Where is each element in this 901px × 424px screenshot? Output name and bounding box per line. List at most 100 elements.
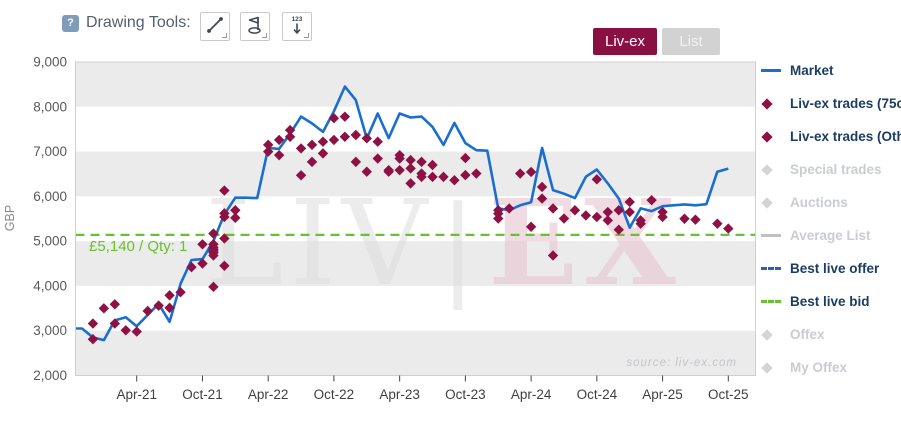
trade-point[interactable] — [317, 148, 329, 159]
trade-point[interactable] — [284, 131, 296, 142]
trade-point[interactable] — [284, 124, 296, 136]
trade-point[interactable] — [525, 221, 537, 233]
trade-point[interactable] — [164, 290, 175, 301]
trade-point[interactable] — [306, 139, 318, 151]
trade-point[interactable] — [361, 166, 372, 177]
flag-tool-button[interactable] — [240, 12, 270, 41]
trade-point[interactable] — [449, 175, 460, 186]
trade-point[interactable] — [219, 233, 230, 244]
trade-point[interactable] — [175, 286, 186, 298]
trade-point[interactable] — [405, 154, 416, 166]
trade-point[interactable] — [87, 318, 99, 329]
trade-point[interactable] — [635, 218, 646, 229]
trade-point[interactable] — [394, 149, 405, 161]
trade-point[interactable] — [471, 168, 482, 179]
trade-point[interactable] — [416, 168, 427, 179]
trade-point[interactable] — [164, 302, 175, 314]
trade-point[interactable] — [197, 239, 208, 250]
trade-point[interactable] — [197, 258, 208, 269]
trade-point[interactable] — [624, 206, 635, 218]
livex-view-button[interactable]: Liv-ex — [593, 28, 657, 55]
trade-point[interactable] — [372, 136, 383, 147]
trade-point[interactable] — [591, 174, 603, 185]
trade-point[interactable] — [493, 208, 504, 219]
trade-point[interactable] — [142, 305, 153, 317]
trade-point[interactable] — [536, 193, 548, 204]
trade-point[interactable] — [613, 224, 624, 235]
trade-point[interactable] — [591, 211, 603, 223]
trade-point[interactable] — [109, 318, 121, 329]
legend-item-my-offex[interactable]: My Offex — [761, 359, 899, 376]
trade-point[interactable] — [405, 163, 416, 174]
legend-item-best-live-bid[interactable]: Best live bid — [761, 293, 899, 310]
trade-point[interactable] — [602, 206, 613, 218]
trade-point[interactable] — [339, 131, 351, 142]
trade-point[interactable] — [328, 113, 340, 124]
trade-point[interactable] — [613, 205, 624, 216]
trade-point[interactable] — [98, 303, 110, 314]
trade-point[interactable] — [460, 152, 471, 164]
trade-point[interactable] — [328, 134, 340, 146]
trade-point[interactable] — [262, 139, 274, 151]
trade-point[interactable] — [109, 299, 121, 310]
trade-point[interactable] — [416, 156, 427, 168]
trade-point[interactable] — [350, 156, 362, 168]
trade-point[interactable] — [219, 260, 230, 271]
trade-point[interactable] — [547, 250, 559, 261]
trade-point[interactable] — [219, 185, 230, 196]
numbered-arrow-tool-button[interactable]: 123 — [282, 12, 312, 41]
trade-point[interactable] — [186, 261, 197, 273]
trade-point[interactable] — [723, 223, 734, 234]
trade-point[interactable] — [504, 203, 515, 214]
trade-point[interactable] — [219, 208, 230, 219]
trade-point[interactable] — [690, 214, 701, 225]
trade-point[interactable] — [646, 194, 657, 206]
trade-point[interactable] — [208, 228, 219, 239]
legend-item-liv-ex-trades-other[interactable]: Liv-ex trades (Other) — [761, 128, 901, 145]
trade-point[interactable] — [208, 244, 219, 256]
legend-item-auctions[interactable]: Auctions — [761, 194, 899, 211]
trade-point[interactable] — [514, 168, 526, 179]
trade-point[interactable] — [317, 136, 329, 147]
trade-point[interactable] — [438, 171, 449, 183]
legend-item-market[interactable]: Market — [761, 62, 899, 79]
trade-point[interactable] — [383, 166, 394, 177]
trade-point[interactable] — [306, 156, 318, 168]
trade-point[interactable] — [273, 134, 285, 146]
trade-point[interactable] — [569, 205, 581, 216]
trade-point[interactable] — [131, 326, 142, 337]
trend-line-tool-button[interactable] — [200, 12, 230, 41]
trade-point[interactable] — [657, 206, 668, 218]
list-view-button[interactable]: List — [662, 28, 720, 55]
legend-item-liv-ex-trades-75cl[interactable]: Liv-ex trades (75cl) — [761, 95, 901, 112]
trade-point[interactable] — [372, 153, 383, 164]
trade-point[interactable] — [602, 215, 613, 226]
trade-point[interactable] — [405, 178, 416, 189]
legend-item-best-live-offer[interactable]: Best live offer — [761, 260, 899, 277]
trade-point[interactable] — [273, 149, 285, 161]
legend-item-average-list[interactable]: Average List — [761, 227, 899, 244]
trade-point[interactable] — [230, 212, 241, 224]
legend-item-special-trades[interactable]: Special trades — [761, 161, 899, 178]
trade-point[interactable] — [153, 300, 164, 311]
trade-point[interactable] — [262, 146, 274, 157]
trade-point[interactable] — [295, 143, 307, 154]
trade-point[interactable] — [361, 133, 372, 144]
trade-point[interactable] — [580, 210, 592, 221]
trade-point[interactable] — [427, 159, 438, 171]
trade-point[interactable] — [230, 205, 241, 216]
legend-item-offex[interactable]: Offex — [761, 326, 899, 343]
trade-point[interactable] — [536, 181, 548, 193]
trade-point[interactable] — [120, 325, 131, 336]
trade-point[interactable] — [558, 213, 570, 224]
trade-point[interactable] — [712, 218, 723, 229]
trade-point[interactable] — [547, 203, 559, 214]
trade-point[interactable] — [208, 239, 219, 250]
trade-point[interactable] — [460, 169, 471, 181]
trade-point[interactable] — [624, 196, 635, 208]
help-icon[interactable]: ? — [62, 15, 79, 32]
trade-point[interactable] — [525, 166, 537, 178]
trade-point[interactable] — [394, 164, 405, 176]
trade-point[interactable] — [339, 111, 351, 122]
